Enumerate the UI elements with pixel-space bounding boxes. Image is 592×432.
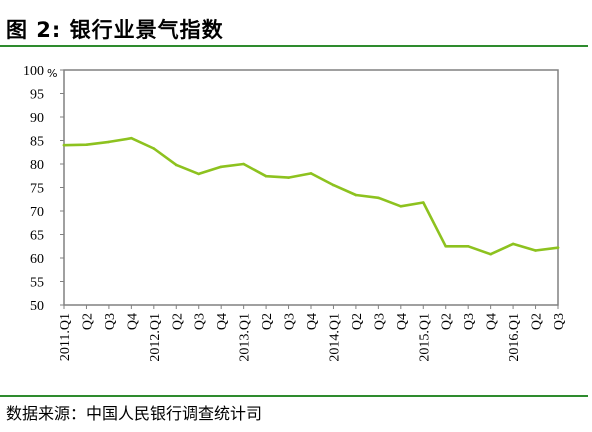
top-rule (0, 45, 588, 47)
chart-title: 图 2: 银行业景气指数 (6, 18, 224, 42)
y-tick-label: 70 (30, 205, 44, 220)
source-note: 数据来源：中国人民银行调查统计司 (6, 404, 263, 423)
y-tick-label: 90 (30, 111, 44, 126)
data-point (489, 252, 492, 256)
x-tick-label: Q3 (103, 313, 118, 330)
y-axis-unit: % (47, 67, 57, 80)
x-tick-label: 2014.Q1 (327, 313, 342, 362)
data-point (377, 196, 380, 200)
y-tick-label: 50 (30, 299, 44, 314)
x-tick-label: Q3 (462, 313, 477, 330)
data-point (444, 244, 448, 248)
y-tick-label: 60 (30, 252, 44, 267)
data-point (332, 183, 335, 187)
x-tick-label: Q2 (350, 313, 365, 330)
data-point (466, 244, 470, 248)
x-tick-label: Q3 (372, 313, 387, 330)
y-tick-label: 65 (30, 229, 44, 244)
data-point (354, 193, 358, 197)
x-tick-label: Q4 (215, 313, 230, 330)
x-tick-label: Q2 (440, 313, 455, 330)
y-tick-label: 80 (30, 158, 44, 173)
x-tick-label: 2013.Q1 (238, 313, 253, 362)
x-tick-label: 2016.Q1 (507, 313, 522, 362)
data-point (242, 162, 245, 166)
x-tick-label: Q2 (80, 313, 95, 330)
data-point (264, 174, 268, 178)
data-points (62, 136, 560, 256)
y-tick-label: 100 (23, 64, 44, 79)
x-tick-label: Q2 (260, 313, 275, 330)
data-point (287, 176, 290, 179)
data-point (152, 147, 156, 150)
x-tick-label: 2012.Q1 (148, 313, 163, 362)
y-tick-label: 55 (30, 276, 44, 291)
series-line (62, 136, 560, 256)
data-point (399, 205, 403, 208)
data-point (107, 140, 111, 144)
data-point (556, 246, 560, 249)
y-tick-label: 75 (30, 182, 44, 197)
data-point (85, 143, 88, 147)
data-point (511, 242, 515, 246)
data-point (197, 172, 201, 176)
x-tick-label: 2011.Q1 (58, 313, 73, 361)
x-tick-label: Q4 (305, 313, 320, 330)
x-tick-label: Q3 (193, 313, 208, 330)
x-tick-label: Q3 (552, 313, 567, 330)
x-tick-label: Q2 (170, 313, 185, 330)
x-tick-label: Q4 (125, 313, 140, 330)
plot-area (63, 69, 559, 306)
x-tick-label: Q4 (485, 313, 500, 330)
x-tick-label: 2015.Q1 (417, 313, 432, 362)
data-point (534, 249, 537, 252)
y-tick-label: 95 (30, 88, 44, 103)
data-point (174, 163, 178, 167)
data-point (421, 201, 425, 204)
data-point (62, 143, 66, 147)
data-point (130, 136, 133, 140)
bottom-rule (0, 395, 588, 397)
y-axis: 100 95 90 85 80 75 70 65 60 55 50 (23, 64, 64, 314)
data-point (219, 165, 223, 169)
x-tick-label: Q4 (395, 313, 410, 330)
x-axis: 2011.Q1 Q2 Q3 Q4 2012.Q1 Q2 Q3 Q4 2013.Q1 Q2 Q3 Q4 2… (58, 305, 567, 362)
x-tick-label: Q2 (530, 313, 545, 330)
x-tick-label: Q3 (283, 313, 298, 330)
y-tick-label: 85 (30, 135, 44, 150)
data-point (309, 172, 313, 175)
